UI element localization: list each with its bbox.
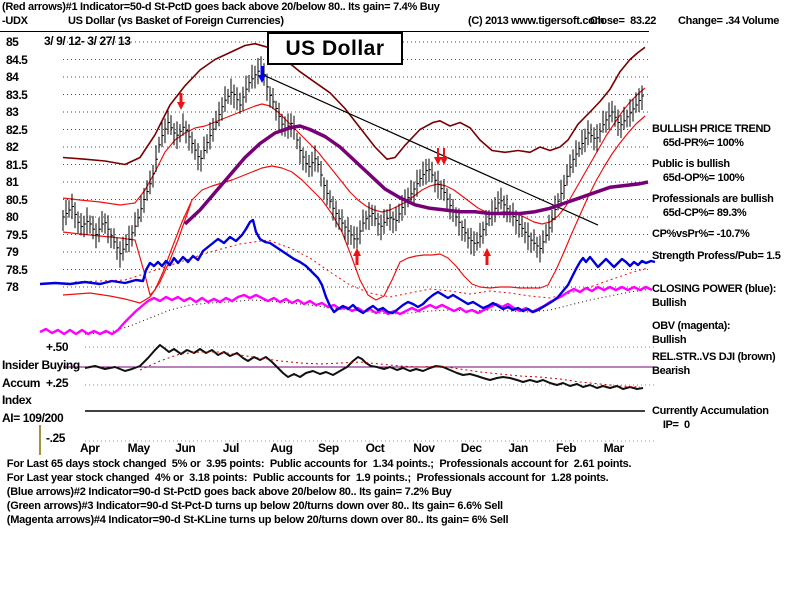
month-label-dec: Dec: [460, 441, 482, 455]
closing-power-line: [39, 218, 656, 315]
footer-line-3: (Blue arrows)#2 Indicator=90-d St-PctD g…: [4, 486, 452, 498]
month-label-mar: Mar: [603, 441, 625, 455]
analysis-item-2: Public is bullish: [652, 158, 730, 170]
scale-minus25: -.25: [46, 431, 66, 445]
lower-band-line: [62, 115, 646, 301]
instrument-name: US Dollar (vs Basket of Foreign Currenci…: [68, 15, 284, 27]
month-label-may: May: [127, 441, 151, 455]
analysis-item-14: Currently Accumulation: [652, 405, 769, 417]
price-tick-82: 82: [6, 140, 19, 154]
ma-65d-line: [183, 124, 649, 226]
buy-signal-arrow-3: [483, 248, 491, 265]
footer-line-2: For Last year stock changed 4% or 3.18 p…: [4, 472, 609, 484]
analysis-item-3: 65d-OP%= 100%: [652, 172, 745, 184]
footer-line-1: For Last 65 days stock changed 5% or 3.9…: [4, 458, 632, 470]
analysis-item-6: CP%vsPr%= -10.7%: [652, 228, 750, 240]
price-tick-84.5: 84.5: [6, 52, 28, 67]
analysis-item-9: Bullish: [652, 297, 687, 309]
month-label-jan: Jan: [508, 441, 528, 455]
index-label: Index: [2, 393, 32, 407]
analysis-item-1: 65d-PR%= 100%: [652, 137, 744, 149]
sell-signal-arrow-blue: [258, 66, 266, 83]
header-separator: [0, 31, 649, 32]
cp-red-dotted-line: [74, 239, 649, 299]
month-label-jul: Jul: [222, 441, 240, 455]
price-tick-79.5: 79.5: [6, 227, 28, 242]
price-tick-80: 80: [6, 210, 19, 224]
double-down-marker: [434, 148, 448, 165]
price-tick-78: 78: [6, 280, 19, 294]
month-label-apr: Apr: [80, 441, 100, 455]
scale-plus50: +.50: [46, 340, 69, 354]
insider-line: [84, 344, 644, 390]
analysis-item-12: REL.STR..VS DJI (brown): [652, 351, 776, 363]
scale-plus25: +.25: [46, 376, 69, 390]
analysis-item-8: CLOSING POWER (blue):: [652, 283, 777, 295]
analysis-item-7: Strength Profess/Pub= 1.5: [652, 250, 781, 262]
month-label-nov: Nov: [413, 441, 435, 455]
footer-line-5: (Magenta arrows)#4 Indicator=90-d St-KLi…: [4, 514, 509, 526]
buy-signal-arrow-2: [353, 248, 361, 265]
footer-line-4: (Green arrows)#3 Indicator=90-d St-Pct-D…: [4, 500, 503, 512]
price-tick-81.5: 81.5: [6, 157, 28, 172]
analysis-item-11: Bullish: [652, 334, 687, 346]
price-bars: [62, 56, 644, 268]
trendline: [262, 74, 599, 226]
analysis-item-5: 65d-CP%= 89.3%: [652, 207, 747, 219]
price-tick-81: 81: [6, 175, 19, 189]
analysis-item-13: Bearish: [652, 365, 690, 377]
price-tick-84: 84: [6, 70, 19, 84]
buy-signal-arrow-1: [177, 93, 185, 110]
indicator-note-1: (Red arrows)#1 Indicator=50-d St-PctD go…: [2, 1, 440, 13]
month-label-sep: Sep: [318, 441, 339, 455]
month-label-jun: Jun: [175, 441, 196, 455]
analysis-item-0: BULLISH PRICE TREND: [652, 123, 771, 135]
outer-band-line: [62, 42, 646, 166]
copyright-label: (C) 2013 www.tigersoft.com: [468, 15, 605, 27]
ai-value: AI= 109/200: [2, 411, 64, 425]
month-label-feb: Feb: [556, 441, 577, 455]
close-value: Close= 83.22: [590, 15, 657, 27]
volume-label: Volume: [742, 15, 780, 27]
insider-buying-label: Insider Buying: [2, 358, 80, 372]
symbol-label: -UDX: [2, 15, 28, 27]
month-label-aug: Aug: [270, 441, 293, 455]
price-tick-85: 85: [6, 35, 19, 49]
cp-red-solid-line: [62, 202, 192, 304]
month-label-oct: Oct: [365, 441, 385, 455]
price-tick-80.5: 80.5: [6, 192, 28, 207]
price-tick-82.5: 82.5: [6, 122, 28, 137]
accum-label: Accum: [2, 376, 41, 390]
price-tick-78.5: 78.5: [6, 262, 28, 277]
price-tick-83: 83: [6, 105, 19, 119]
analysis-item-10: OBV (magenta):: [652, 320, 731, 332]
date-range-label: 3/ 9/ 12- 3/ 27/ 13: [44, 34, 131, 48]
chart-title: US Dollar: [285, 36, 385, 60]
upper-band-line: [62, 87, 646, 225]
chart-title-box: US Dollar: [267, 32, 403, 65]
change-value: Change= .34: [678, 15, 740, 27]
price-tick-79: 79: [6, 245, 19, 259]
analysis-item-15: IP= 0: [652, 419, 690, 431]
price-tick-83.5: 83.5: [6, 87, 28, 102]
insider-smooth-dotted-line: [139, 351, 641, 388]
analysis-item-4: Professionals are bullish: [652, 193, 774, 205]
